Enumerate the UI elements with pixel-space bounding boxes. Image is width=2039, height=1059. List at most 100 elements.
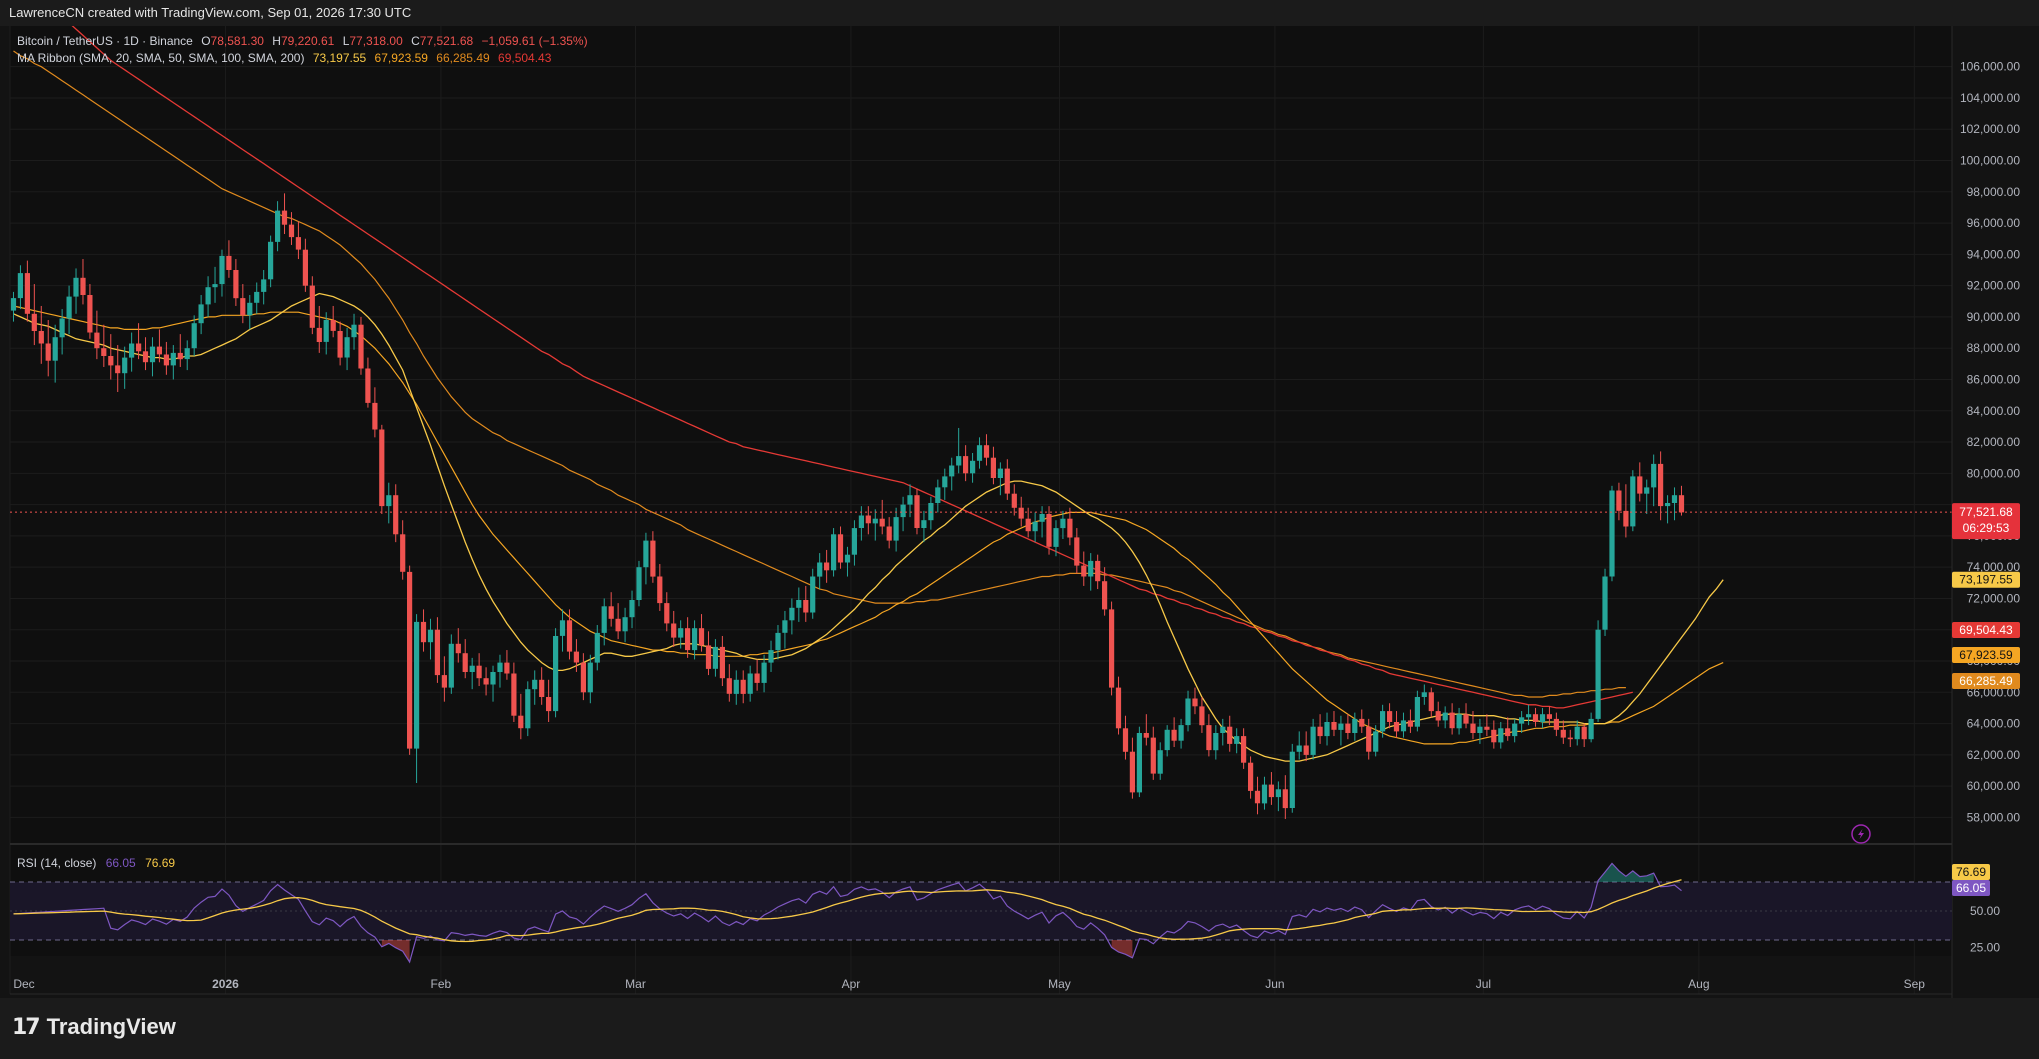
candle[interactable]: [1171, 717, 1177, 748]
rsi-axis[interactable]: 50.00 25.00: [1970, 904, 2000, 954]
candle[interactable]: [1303, 731, 1309, 762]
candle[interactable]: [275, 201, 281, 252]
candle[interactable]: [511, 662, 517, 723]
candle[interactable]: [448, 634, 454, 694]
candle[interactable]: [768, 640, 774, 672]
candle[interactable]: [490, 665, 496, 702]
candle[interactable]: [747, 665, 753, 702]
candle[interactable]: [872, 509, 878, 541]
candle[interactable]: [226, 240, 232, 278]
candle[interactable]: [212, 266, 218, 303]
candle[interactable]: [38, 305, 44, 364]
candle[interactable]: [1539, 707, 1546, 729]
candle[interactable]: [518, 693, 524, 740]
candle[interactable]: [553, 628, 559, 718]
candle[interactable]: [566, 609, 573, 660]
candle[interactable]: [1637, 462, 1643, 502]
candle[interactable]: [1254, 776, 1261, 815]
candle[interactable]: [1678, 485, 1685, 516]
candle[interactable]: [1352, 712, 1358, 741]
candle[interactable]: [678, 620, 684, 649]
candle[interactable]: [1331, 711, 1337, 737]
candle[interactable]: [1393, 711, 1400, 738]
candle[interactable]: [66, 285, 72, 335]
candle[interactable]: [1199, 696, 1205, 733]
candle[interactable]: [1338, 715, 1344, 746]
candle[interactable]: [1234, 728, 1240, 754]
candle[interactable]: [650, 531, 656, 583]
candle[interactable]: [261, 269, 267, 305]
candle[interactable]: [73, 268, 79, 314]
candle[interactable]: [824, 549, 830, 583]
candle[interactable]: [142, 337, 149, 371]
candle[interactable]: [1609, 485, 1615, 582]
candle[interactable]: [1581, 723, 1587, 748]
candle[interactable]: [1164, 725, 1170, 757]
candle[interactable]: [956, 427, 962, 474]
candle[interactable]: [657, 564, 663, 611]
candle[interactable]: [233, 259, 239, 306]
candle[interactable]: [115, 345, 121, 392]
candle[interactable]: [1060, 510, 1066, 540]
candle[interactable]: [177, 334, 183, 367]
candle[interactable]: [970, 452, 976, 483]
candle[interactable]: [754, 659, 760, 691]
candle[interactable]: [393, 484, 399, 543]
candle[interactable]: [796, 587, 802, 622]
candle[interactable]: [1491, 720, 1497, 749]
candle[interactable]: [31, 284, 37, 346]
candle[interactable]: [1025, 507, 1031, 538]
candle[interactable]: [149, 337, 156, 377]
candle[interactable]: [733, 670, 739, 705]
candle[interactable]: [414, 614, 420, 784]
candle[interactable]: [497, 654, 503, 688]
candle[interactable]: [976, 437, 983, 469]
candle[interactable]: [379, 424, 385, 514]
candle[interactable]: [1122, 715, 1129, 760]
candle[interactable]: [698, 614, 705, 652]
candle[interactable]: [1428, 687, 1434, 718]
candle[interactable]: [365, 357, 371, 408]
candle[interactable]: [879, 499, 885, 535]
candle[interactable]: [288, 212, 295, 245]
candle[interactable]: [1185, 690, 1191, 732]
tradingview-logo[interactable]: 17 TradingView: [12, 1014, 176, 1040]
candle[interactable]: [441, 656, 447, 702]
candle[interactable]: [1470, 711, 1476, 740]
candle[interactable]: [351, 313, 357, 350]
candle[interactable]: [1268, 772, 1274, 805]
candle[interactable]: [316, 305, 322, 353]
candle[interactable]: [156, 329, 162, 363]
candle[interactable]: [386, 482, 392, 524]
candle[interactable]: [893, 507, 899, 552]
candle[interactable]: [900, 496, 906, 532]
candle[interactable]: [601, 598, 607, 646]
candle[interactable]: [1407, 709, 1413, 733]
candle[interactable]: [705, 631, 712, 676]
candle[interactable]: [997, 462, 1003, 496]
candle[interactable]: [546, 679, 552, 723]
candle[interactable]: [80, 259, 86, 305]
candle[interactable]: [1366, 718, 1372, 760]
candle[interactable]: [1442, 706, 1448, 729]
candle[interactable]: [1463, 703, 1469, 729]
candle[interactable]: [45, 320, 51, 377]
candle[interactable]: [1143, 714, 1149, 746]
candle[interactable]: [59, 309, 65, 355]
candle[interactable]: [205, 276, 211, 317]
candle[interactable]: [1053, 520, 1059, 557]
candle[interactable]: [580, 653, 586, 701]
candle[interactable]: [1574, 720, 1580, 746]
candle[interactable]: [163, 341, 169, 375]
candle[interactable]: [1421, 684, 1427, 705]
candle[interactable]: [330, 305, 336, 338]
candle[interactable]: [983, 434, 990, 466]
candle[interactable]: [24, 260, 30, 322]
candle[interactable]: [323, 312, 329, 355]
candle[interactable]: [1526, 704, 1532, 726]
candle[interactable]: [1004, 459, 1010, 500]
candle[interactable]: [1560, 720, 1566, 744]
candle[interactable]: [17, 265, 23, 310]
candle[interactable]: [1651, 454, 1657, 507]
candle[interactable]: [1046, 506, 1052, 555]
